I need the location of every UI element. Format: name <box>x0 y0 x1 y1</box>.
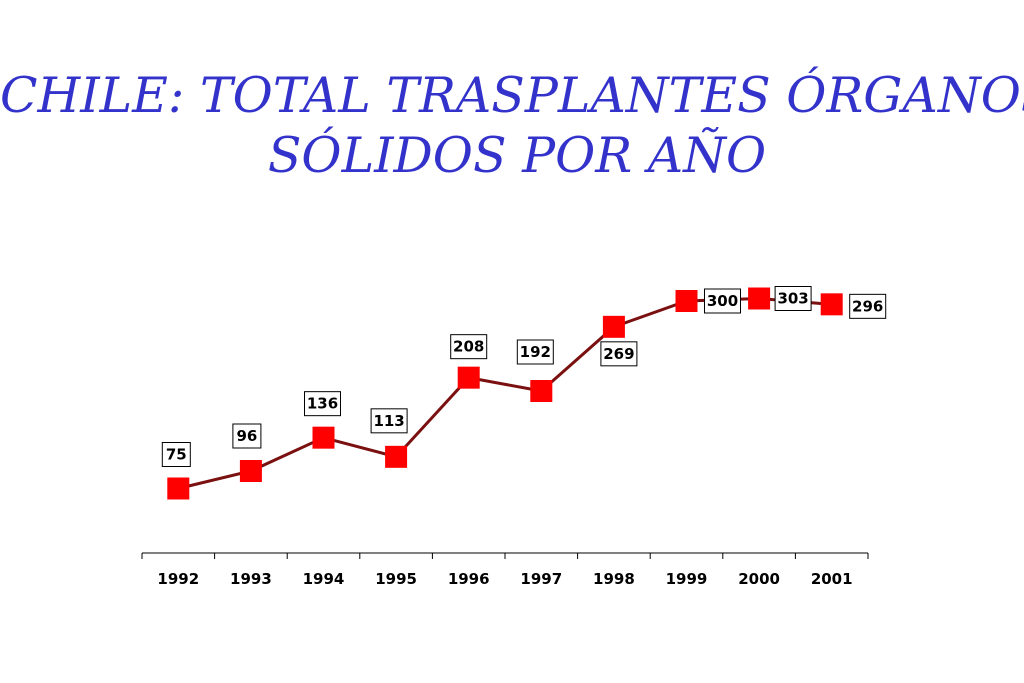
data-point-marker <box>602 315 625 338</box>
data-labels: 75 96 136 113 208 192 269 300 303 296 <box>161 286 887 467</box>
data-label: 75 <box>161 442 191 467</box>
data-label-value: 192 <box>520 343 551 361</box>
chart-title: CHILE: TOTAL TRASPLANTES ÓRGANOS SÓLIDOS… <box>0 66 1024 186</box>
data-label-box <box>516 339 554 365</box>
data-label-box <box>849 293 887 319</box>
data-label-box <box>774 286 812 311</box>
data-label-value: 300 <box>707 292 738 310</box>
data-point-marker <box>239 460 262 482</box>
data-label-value: 269 <box>603 345 634 363</box>
data-label-box <box>370 408 408 434</box>
data-point-marker <box>385 445 408 468</box>
data-label-value: 96 <box>236 427 257 445</box>
x-tick-label: 2001 <box>811 570 853 588</box>
x-tick-label: 1992 <box>157 570 199 588</box>
data-point-marker <box>167 477 190 500</box>
x-tick-label: 1999 <box>666 570 708 588</box>
data-point-marker <box>675 290 698 312</box>
data-label-value: 75 <box>166 446 187 464</box>
data-label-box <box>600 341 638 367</box>
data-label: 296 <box>849 293 887 319</box>
x-tick-label: 1993 <box>230 570 272 588</box>
data-label: 269 <box>600 341 638 367</box>
x-axis: 1992 1993 1994 1995 1996 1997 1998 1999 2000 2001 <box>141 552 869 588</box>
series <box>167 287 843 500</box>
data-label-box <box>161 442 191 467</box>
data-label: 96 <box>232 423 262 449</box>
data-label: 136 <box>304 391 341 417</box>
x-tick-label: 1994 <box>303 570 345 588</box>
chart-title-line-1: CHILE: TOTAL TRASPLANTES ÓRGANOS <box>0 67 1024 124</box>
data-point-marker <box>312 426 335 449</box>
x-tick-label: 2000 <box>738 570 780 588</box>
chart-title-line-2: SÓLIDOS POR AÑO <box>267 127 767 184</box>
x-tick-label: 1997 <box>520 570 562 588</box>
data-label: 303 <box>774 286 812 311</box>
data-label-value: 303 <box>777 290 808 308</box>
x-tick-label: 1995 <box>375 570 417 588</box>
data-point-marker <box>530 380 553 402</box>
x-tick-label: 1998 <box>593 570 635 588</box>
data-point-marker <box>457 366 480 389</box>
data-label-value: 136 <box>307 395 338 413</box>
data-label-box <box>450 334 488 360</box>
data-label-value: 296 <box>852 297 883 315</box>
data-label-value: 208 <box>453 338 484 356</box>
data-label-value: 113 <box>373 412 404 430</box>
data-point-marker <box>748 287 771 310</box>
data-label: 300 <box>704 288 741 314</box>
data-label: 192 <box>516 339 554 365</box>
series-line <box>177 296 832 490</box>
data-label: 208 <box>450 334 488 360</box>
data-label: 113 <box>370 408 408 434</box>
data-label-box <box>304 391 341 417</box>
data-point-marker <box>820 293 843 316</box>
data-label-box <box>704 288 741 314</box>
data-label-box <box>232 423 262 449</box>
x-tick-label: 1996 <box>448 570 490 588</box>
